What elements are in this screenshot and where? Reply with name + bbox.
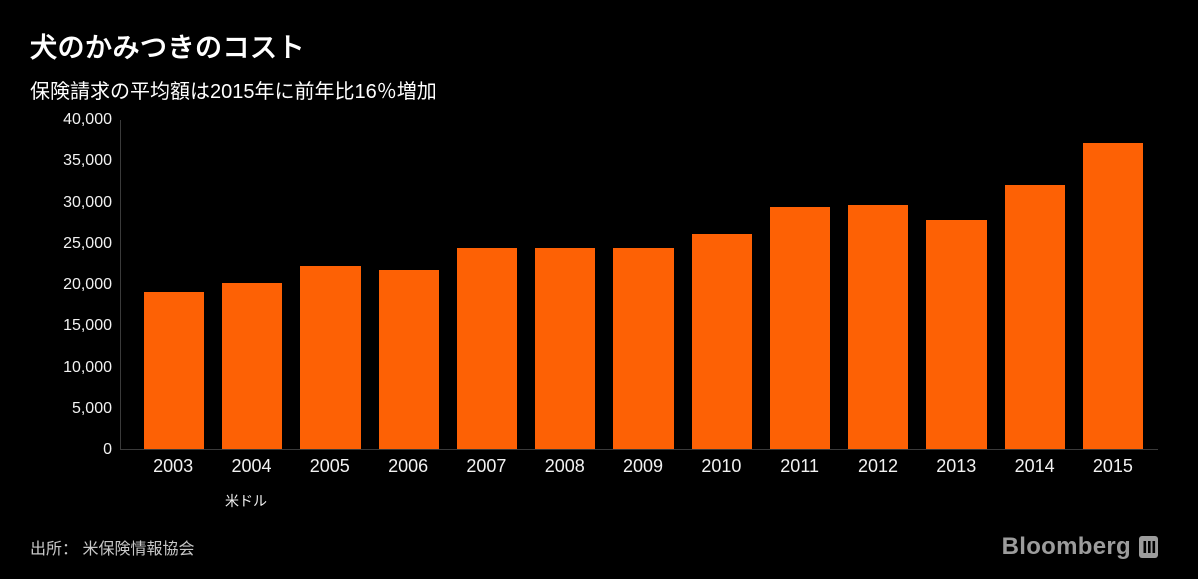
bar-rect-2005: [300, 265, 361, 449]
bar-2007: [448, 120, 526, 449]
bloomberg-terminal-icon: [1139, 536, 1158, 558]
y-tick-label: 35,000: [63, 152, 112, 170]
x-tick-label-2004: 2004: [231, 456, 272, 476]
x-tick-label-2006: 2006: [388, 456, 429, 476]
x-tick-label-2008: 2008: [544, 456, 585, 476]
plot-area: [120, 120, 1158, 450]
bar-rect-2008: [535, 248, 596, 449]
bar-2010: [683, 120, 761, 449]
x-axis-labels: 2003 2004 2005 2006 2007 2008 2009 2010 2011 2012…: [120, 456, 1158, 477]
bar-rect-2015: [1082, 143, 1144, 449]
x-tick-label-2015: 2015: [1092, 456, 1133, 476]
bars-row: [121, 120, 1158, 449]
bar-rect-2003: [144, 291, 205, 449]
x-tick-label-2011: 2011: [780, 456, 820, 476]
bar-2003: [135, 120, 213, 449]
bar-2004: [213, 120, 291, 449]
bar-rect-2009: [613, 248, 674, 449]
y-tick-label: 15,000: [63, 317, 112, 335]
bar-2008: [526, 120, 604, 449]
y-tick-label: 0: [103, 441, 112, 458]
chart-subtitle: 保険請求の平均額は2015年に前年比16％増加: [30, 81, 437, 103]
bar-rect-2014: [1004, 184, 1065, 449]
bar-rect-2011: [769, 207, 831, 449]
y-axis-unit-label: 米ドル: [225, 493, 267, 509]
y-tick-label: 20,000: [63, 276, 112, 293]
bar-2012: [839, 120, 917, 449]
x-tick-label-2009: 2009: [623, 456, 664, 476]
bar-2006: [370, 120, 448, 449]
x-tick-label-2012: 2012: [857, 456, 898, 476]
bar-rect-2012: [848, 204, 909, 449]
bar-rect-2013: [926, 219, 987, 449]
x-tick-label-2010: 2010: [701, 456, 742, 476]
x-tick-label-2007: 2007: [466, 456, 507, 476]
bar-rect-2004: [222, 282, 283, 449]
bar-rect-2007: [456, 248, 518, 449]
bar-2011: [761, 120, 839, 449]
y-tick-label: 25,000: [63, 234, 112, 252]
y-axis: 0 5,000 10,000 15,000 20,000 25,000 30,000 35,0…: [30, 111, 120, 458]
bar-2013: [917, 120, 995, 449]
bar-rect-2010: [691, 233, 752, 449]
y-tick-label: 5,000: [71, 399, 112, 417]
bar-chart: 0 5,000 10,000 15,000 20,000 25,000 30,000 35,0…: [30, 111, 1158, 458]
y-tick-label: 10,000: [63, 358, 112, 376]
x-tick-label-2003: 2003: [153, 456, 194, 476]
x-tick-label-2014: 2014: [1014, 456, 1055, 476]
footer: 出所： 米保険情報協会 Bloomberg: [30, 533, 1158, 579]
x-tick-label-2013: 2013: [936, 456, 977, 476]
chart-title: 犬のかみつきのコスト: [30, 33, 305, 63]
bloomberg-brand: Bloomberg: [1002, 533, 1158, 561]
source-note: 出所： 米保険情報協会: [30, 541, 195, 558]
bloomberg-wordmark: Bloomberg: [1001, 533, 1131, 560]
bar-2005: [291, 120, 369, 449]
bar-2014: [996, 120, 1074, 449]
bar-2009: [604, 120, 682, 449]
y-tick-label: 40,000: [63, 111, 112, 128]
y-tick-label: 30,000: [63, 193, 112, 211]
bar-rect-2006: [378, 269, 439, 449]
bar-2015: [1074, 120, 1152, 449]
x-tick-label-2005: 2005: [309, 456, 350, 476]
